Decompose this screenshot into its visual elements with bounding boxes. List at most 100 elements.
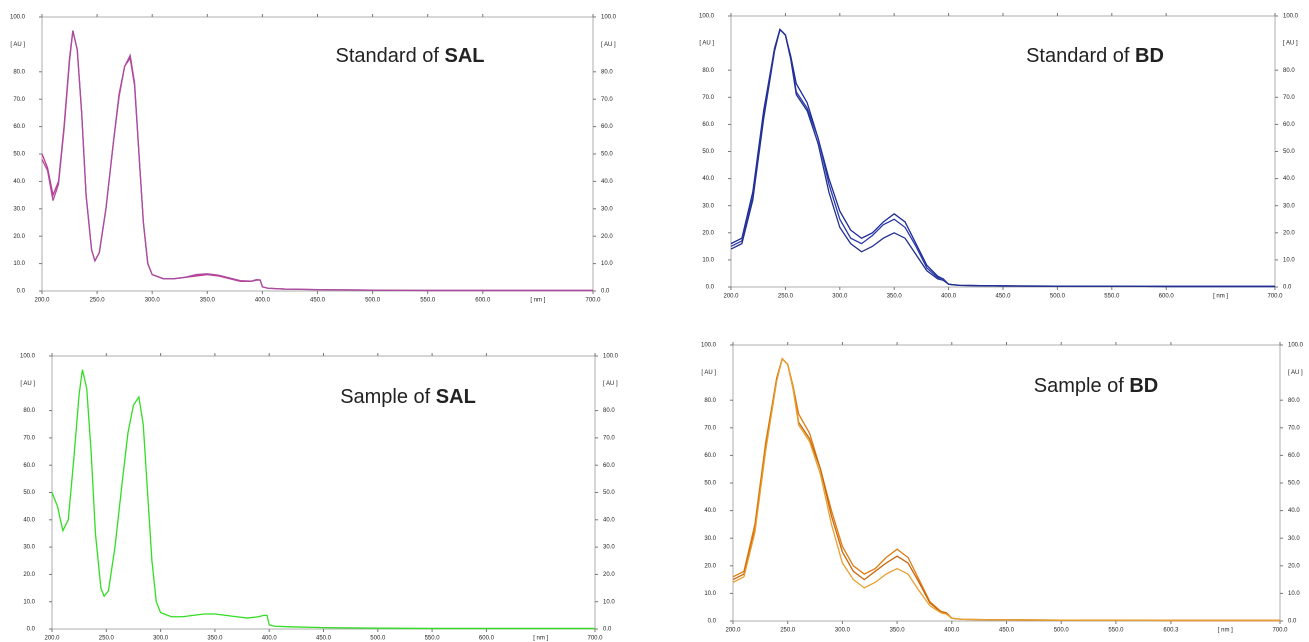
- y-tick-label-right: 40.0: [601, 179, 613, 185]
- spectrum-line: [732, 357, 1280, 622]
- x-tick-label: 250.0: [99, 636, 115, 642]
- y-tick-label-right: 20.0: [601, 234, 613, 240]
- x-tick-label: 600.0: [475, 298, 491, 304]
- spectrum-line: [732, 357, 1280, 622]
- x-tick-label: 200.0: [723, 294, 739, 300]
- x-tick-label: 200.0: [725, 628, 741, 634]
- y-tick-label-right: 70.0: [601, 97, 613, 103]
- y-tick-label-right: 40.0: [1283, 176, 1295, 182]
- y-tick-label-right: 50.0: [603, 490, 615, 496]
- y-tick-label: 100.0: [699, 14, 715, 20]
- x-tick-label: 700.0: [585, 298, 601, 304]
- y-tick-label-right: 10.0: [603, 599, 615, 605]
- y-tick-label-right: 0.0: [601, 289, 610, 295]
- y-tick-label: 10.0: [702, 257, 714, 263]
- x-tick-label: 700.0: [1272, 628, 1288, 634]
- y-tick-label-right: 80.0: [1283, 68, 1295, 74]
- y-tick-label: 50.0: [702, 149, 714, 155]
- y-tick-label: 70.0: [702, 95, 714, 101]
- spectrum-line: [732, 357, 1280, 622]
- plot-frame: [732, 344, 1281, 622]
- y-tick-label: 30.0: [704, 536, 716, 542]
- y-axis-label-right: [ AU ]: [1288, 370, 1303, 376]
- x-tick-label: 200.0: [34, 298, 50, 304]
- y-tick-label: 80.0: [704, 398, 716, 404]
- y-tick-label-right: 20.0: [603, 572, 615, 578]
- y-tick-label: 60.0: [23, 463, 35, 469]
- y-tick-label: 70.0: [704, 425, 716, 431]
- spectrum-line: [730, 28, 1275, 288]
- x-tick-label: 500.0: [1054, 628, 1070, 634]
- y-tick-label: 100.0: [10, 15, 26, 21]
- y-tick-label-right: 60.0: [601, 124, 613, 130]
- x-tick-label: 500.0: [365, 298, 381, 304]
- x-tick-label: 400.0: [941, 294, 957, 300]
- y-tick-label-right: 100.0: [1288, 343, 1304, 349]
- y-tick-label: 0.0: [708, 619, 717, 625]
- x-tick-label: 500.0: [370, 636, 386, 642]
- y-axis-label: [ AU ]: [699, 41, 714, 47]
- y-tick-label-right: 10.0: [601, 261, 613, 267]
- y-tick-label-right: 80.0: [603, 408, 615, 414]
- y-tick-label: 10.0: [23, 599, 35, 605]
- chart-title: Standard of BD: [1026, 45, 1164, 67]
- y-tick-label: 20.0: [702, 230, 714, 236]
- y-tick-label: 10.0: [704, 591, 716, 597]
- y-tick-label: 80.0: [702, 68, 714, 74]
- chart-title: Sample of BD: [1034, 375, 1159, 397]
- y-tick-label-right: 40.0: [603, 517, 615, 523]
- y-tick-label-right: 80.0: [601, 69, 613, 75]
- x-tick-label: 250.0: [780, 628, 796, 634]
- y-tick-label: 100.0: [701, 343, 717, 349]
- y-tick-label-right: 100.0: [601, 15, 617, 21]
- y-tick-label: 50.0: [23, 490, 35, 496]
- y-tick-label: 60.0: [13, 124, 25, 130]
- y-tick-label-right: 50.0: [1283, 149, 1295, 155]
- y-tick-label: 60.0: [704, 453, 716, 459]
- y-tick-label-right: 70.0: [603, 435, 615, 441]
- plot-frame: [51, 355, 596, 630]
- y-tick-label: 20.0: [23, 572, 35, 578]
- y-tick-label-right: 50.0: [1288, 481, 1300, 487]
- y-axis-label-right: [ AU ]: [601, 42, 616, 48]
- x-tick-label: 500.0: [1050, 294, 1066, 300]
- x-tick-label: 450.0: [310, 298, 326, 304]
- x-tick-label: 400.0: [255, 298, 271, 304]
- x-tick-label: 300.0: [832, 294, 848, 300]
- y-axis-label: [ AU ]: [701, 370, 716, 376]
- x-tick-label: 700.0: [587, 636, 603, 642]
- y-tick-label-right: 30.0: [601, 206, 613, 212]
- x-tick-label: 550.0: [420, 298, 436, 304]
- y-tick-label: 0.0: [17, 289, 26, 295]
- y-axis-label-right: [ AU ]: [603, 381, 618, 387]
- y-tick-label: 0.0: [706, 285, 715, 291]
- y-axis-label-right: [ AU ]: [1283, 41, 1298, 47]
- x-tick-label: 550.0: [1108, 628, 1124, 634]
- x-tick-label: 600.0: [479, 636, 495, 642]
- y-tick-label: 100.0: [20, 354, 36, 360]
- x-tick-label: 400.0: [262, 636, 278, 642]
- x-axis-label: [ nm ]: [530, 298, 545, 304]
- y-tick-label: 80.0: [23, 408, 35, 414]
- y-tick-label: 50.0: [704, 481, 716, 487]
- y-tick-label: 30.0: [702, 203, 714, 209]
- spectrum-line: [730, 28, 1275, 288]
- x-tick-label: 250.0: [90, 298, 106, 304]
- y-tick-label-right: 70.0: [1283, 95, 1295, 101]
- plot-frame: [730, 15, 1276, 288]
- x-tick-label: 550.0: [425, 636, 441, 642]
- y-tick-label: 60.0: [702, 122, 714, 128]
- y-tick-label-right: 50.0: [601, 152, 613, 158]
- y-tick-label: 30.0: [23, 545, 35, 551]
- y-tick-label: 50.0: [13, 152, 25, 158]
- y-tick-label: 10.0: [13, 261, 25, 267]
- spectrum-line: [730, 28, 1275, 288]
- x-tick-label: 450.0: [316, 636, 332, 642]
- x-tick-label: 250.0: [778, 294, 794, 300]
- y-tick-label-right: 60.0: [603, 463, 615, 469]
- x-axis-label: [ nm ]: [533, 636, 548, 642]
- chart-title: Sample of SAL: [340, 386, 476, 408]
- x-tick-label: 700.0: [1267, 294, 1283, 300]
